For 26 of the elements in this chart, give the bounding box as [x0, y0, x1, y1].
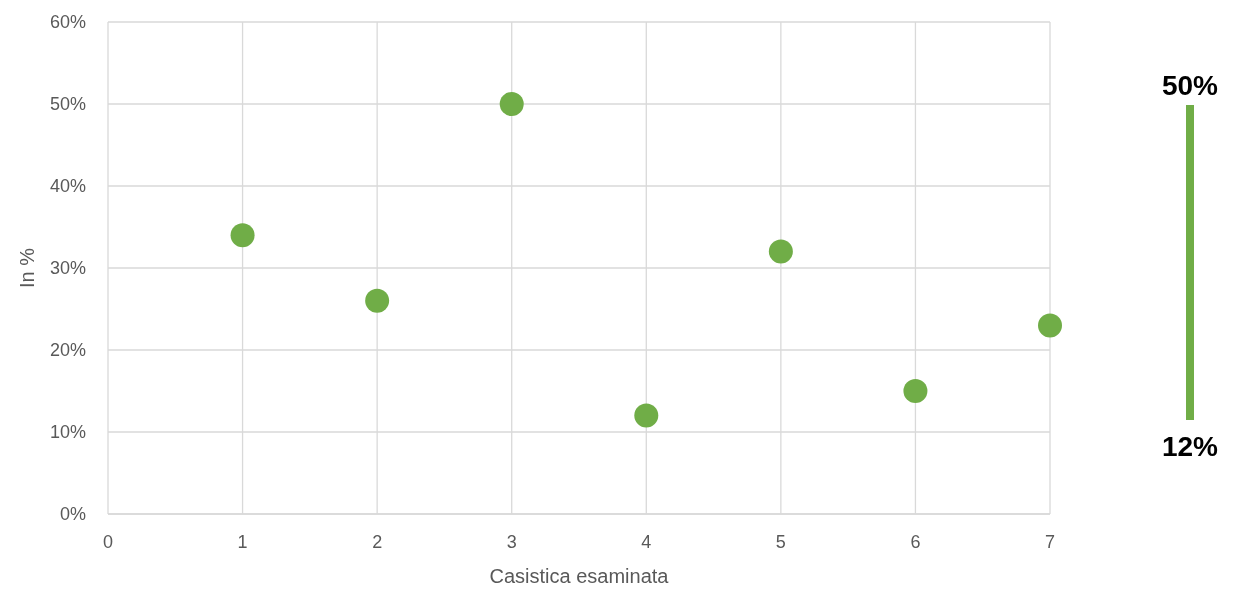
point: [634, 403, 659, 428]
x-tick-label: 2: [372, 532, 383, 552]
x-tick-label: 1: [237, 532, 248, 552]
point: [903, 379, 928, 403]
y-tick-label: 0%: [59, 504, 86, 525]
x-axis-title: Casistica esaminata: [489, 565, 670, 587]
x-tick-label: 3: [506, 532, 517, 552]
x-tick-label: 7: [1044, 532, 1056, 552]
x-tick-label: 6: [910, 532, 921, 552]
y-axis-title: In %: [16, 247, 38, 289]
y-tick-label: 10%: [49, 422, 86, 443]
y-tick-label: 60%: [49, 12, 86, 33]
x-tick-label: 5: [775, 532, 786, 552]
y-tick-label: 40%: [49, 176, 86, 197]
point: [499, 92, 524, 116]
y-tick-label: 30%: [49, 258, 86, 279]
point: [365, 288, 390, 313]
x-tick-label: 4: [641, 532, 652, 552]
point: [768, 239, 793, 264]
point: [1038, 313, 1062, 338]
y-tick-label: 20%: [49, 340, 86, 361]
x-tick-label: 0: [102, 532, 114, 552]
text: 12%: [1161, 431, 1219, 462]
point: [230, 223, 255, 248]
text: 50%: [1161, 70, 1219, 101]
y-tick-label: 50%: [49, 94, 86, 115]
